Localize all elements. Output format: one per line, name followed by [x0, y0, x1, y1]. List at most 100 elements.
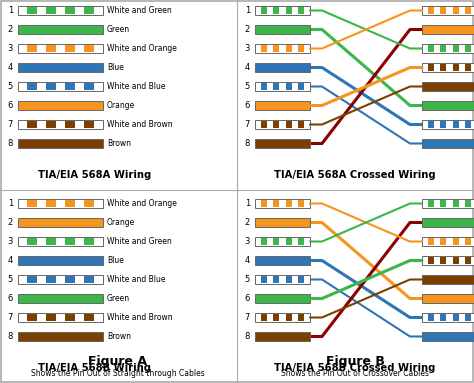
Bar [46, 7, 56, 14]
Bar [27, 121, 37, 128]
Bar [255, 332, 310, 341]
Text: White and Blue: White and Blue [107, 275, 165, 284]
Bar [255, 313, 310, 322]
Bar [422, 44, 474, 53]
Bar [422, 313, 474, 322]
Bar [273, 314, 280, 321]
Bar [46, 200, 56, 207]
Text: 4: 4 [245, 256, 250, 265]
Text: Shows the Pin Out of Crossover Cables: Shows the Pin Out of Crossover Cables [281, 368, 429, 378]
Text: 3: 3 [245, 44, 250, 53]
Text: 8: 8 [245, 139, 250, 148]
Bar [422, 6, 474, 15]
Bar [255, 237, 310, 246]
Text: Brown: Brown [107, 332, 131, 341]
Bar [27, 83, 37, 90]
Bar [285, 238, 292, 245]
Bar [65, 314, 75, 321]
Bar [273, 238, 280, 245]
Bar [65, 276, 75, 283]
Bar [84, 276, 93, 283]
Bar [84, 314, 93, 321]
Bar [273, 45, 280, 52]
Bar [453, 238, 459, 245]
Text: 1: 1 [8, 6, 13, 15]
Bar [422, 139, 474, 148]
Bar [453, 257, 459, 264]
Bar [422, 63, 474, 72]
Bar [298, 121, 304, 128]
Bar [453, 7, 459, 14]
Text: 6: 6 [245, 101, 250, 110]
Text: 5: 5 [245, 82, 250, 91]
Bar [255, 120, 310, 129]
Text: 2: 2 [8, 25, 13, 34]
Bar [465, 314, 471, 321]
Text: 5: 5 [8, 82, 13, 91]
Text: TIA/EIA 568B Wiring: TIA/EIA 568B Wiring [38, 363, 152, 373]
Bar [27, 7, 37, 14]
Bar [255, 6, 310, 15]
Text: TIA/EIA 568A Wiring: TIA/EIA 568A Wiring [38, 170, 152, 180]
Text: 7: 7 [245, 313, 250, 322]
Text: 3: 3 [8, 44, 13, 53]
Text: Orange: Orange [107, 101, 135, 110]
Text: 1: 1 [8, 199, 13, 208]
Bar [422, 82, 474, 91]
Bar [428, 64, 434, 71]
Bar [46, 83, 56, 90]
Bar [298, 314, 304, 321]
Bar [422, 294, 474, 303]
Text: 3: 3 [245, 237, 250, 246]
Bar [465, 64, 471, 71]
Bar [18, 139, 103, 148]
Bar [422, 218, 474, 227]
Text: TIA/EIA 568B Crossed Wiring: TIA/EIA 568B Crossed Wiring [274, 363, 436, 373]
Bar [255, 139, 310, 148]
Bar [285, 314, 292, 321]
Bar [261, 45, 267, 52]
Bar [422, 332, 474, 341]
Bar [84, 45, 93, 52]
Bar [273, 200, 280, 207]
Bar [428, 7, 434, 14]
Bar [255, 275, 310, 284]
Text: 2: 2 [245, 218, 250, 227]
Bar [261, 314, 267, 321]
Bar [465, 200, 471, 207]
Bar [27, 238, 37, 245]
Bar [84, 238, 93, 245]
Bar [18, 294, 103, 303]
Bar [18, 82, 103, 91]
Bar [18, 332, 103, 341]
Text: Green: Green [107, 25, 130, 34]
Text: TIA/EIA 568A Crossed Wiring: TIA/EIA 568A Crossed Wiring [274, 170, 436, 180]
Bar [65, 238, 75, 245]
Bar [422, 237, 474, 246]
Bar [440, 45, 447, 52]
Text: White and Orange: White and Orange [107, 199, 177, 208]
Bar [440, 314, 447, 321]
Bar [261, 276, 267, 283]
Bar [428, 200, 434, 207]
Text: 2: 2 [8, 218, 13, 227]
Bar [27, 314, 37, 321]
Bar [261, 7, 267, 14]
Bar [285, 7, 292, 14]
Bar [18, 237, 103, 246]
Bar [27, 45, 37, 52]
Bar [65, 200, 75, 207]
Bar [440, 121, 447, 128]
Text: White and Green: White and Green [107, 237, 172, 246]
Bar [273, 276, 280, 283]
Bar [422, 101, 474, 110]
Bar [255, 44, 310, 53]
Bar [422, 256, 474, 265]
Bar [440, 200, 447, 207]
Text: Figure B: Figure B [326, 355, 384, 368]
Bar [46, 121, 56, 128]
Bar [285, 276, 292, 283]
Text: 8: 8 [8, 332, 13, 341]
Bar [46, 238, 56, 245]
Bar [18, 275, 103, 284]
